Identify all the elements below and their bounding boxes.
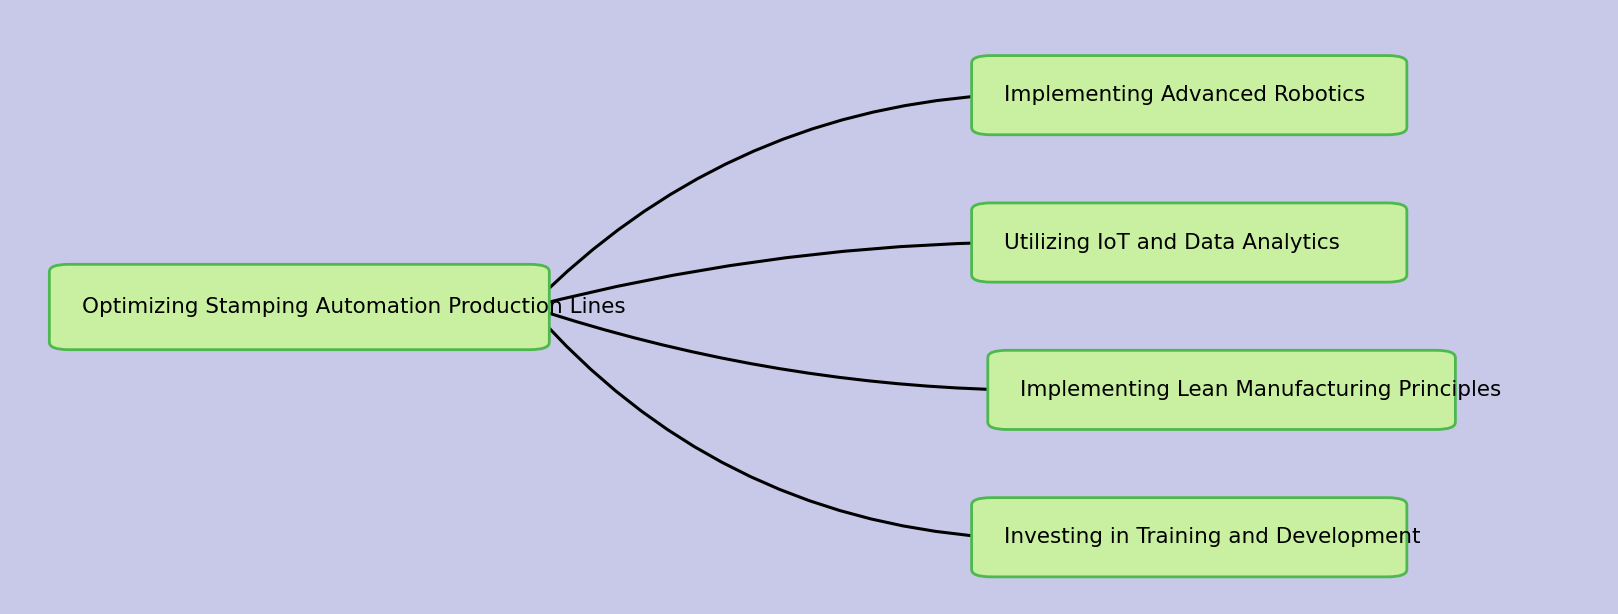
FancyArrowPatch shape [532,235,985,306]
FancyArrowPatch shape [532,308,1002,398]
FancyBboxPatch shape [971,203,1406,282]
Text: Implementing Advanced Robotics: Implementing Advanced Robotics [1003,85,1366,105]
FancyBboxPatch shape [971,497,1406,577]
Text: Investing in Training and Development: Investing in Training and Development [1003,527,1421,547]
FancyArrowPatch shape [532,88,985,305]
Text: Optimizing Stamping Automation Production Lines: Optimizing Stamping Automation Productio… [81,297,625,317]
FancyBboxPatch shape [987,350,1456,430]
Text: Utilizing IoT and Data Analytics: Utilizing IoT and Data Analytics [1003,233,1340,252]
Text: Implementing Lean Manufacturing Principles: Implementing Lean Manufacturing Principl… [1021,380,1502,400]
FancyBboxPatch shape [50,264,549,350]
FancyArrowPatch shape [532,309,985,545]
FancyBboxPatch shape [971,56,1406,135]
